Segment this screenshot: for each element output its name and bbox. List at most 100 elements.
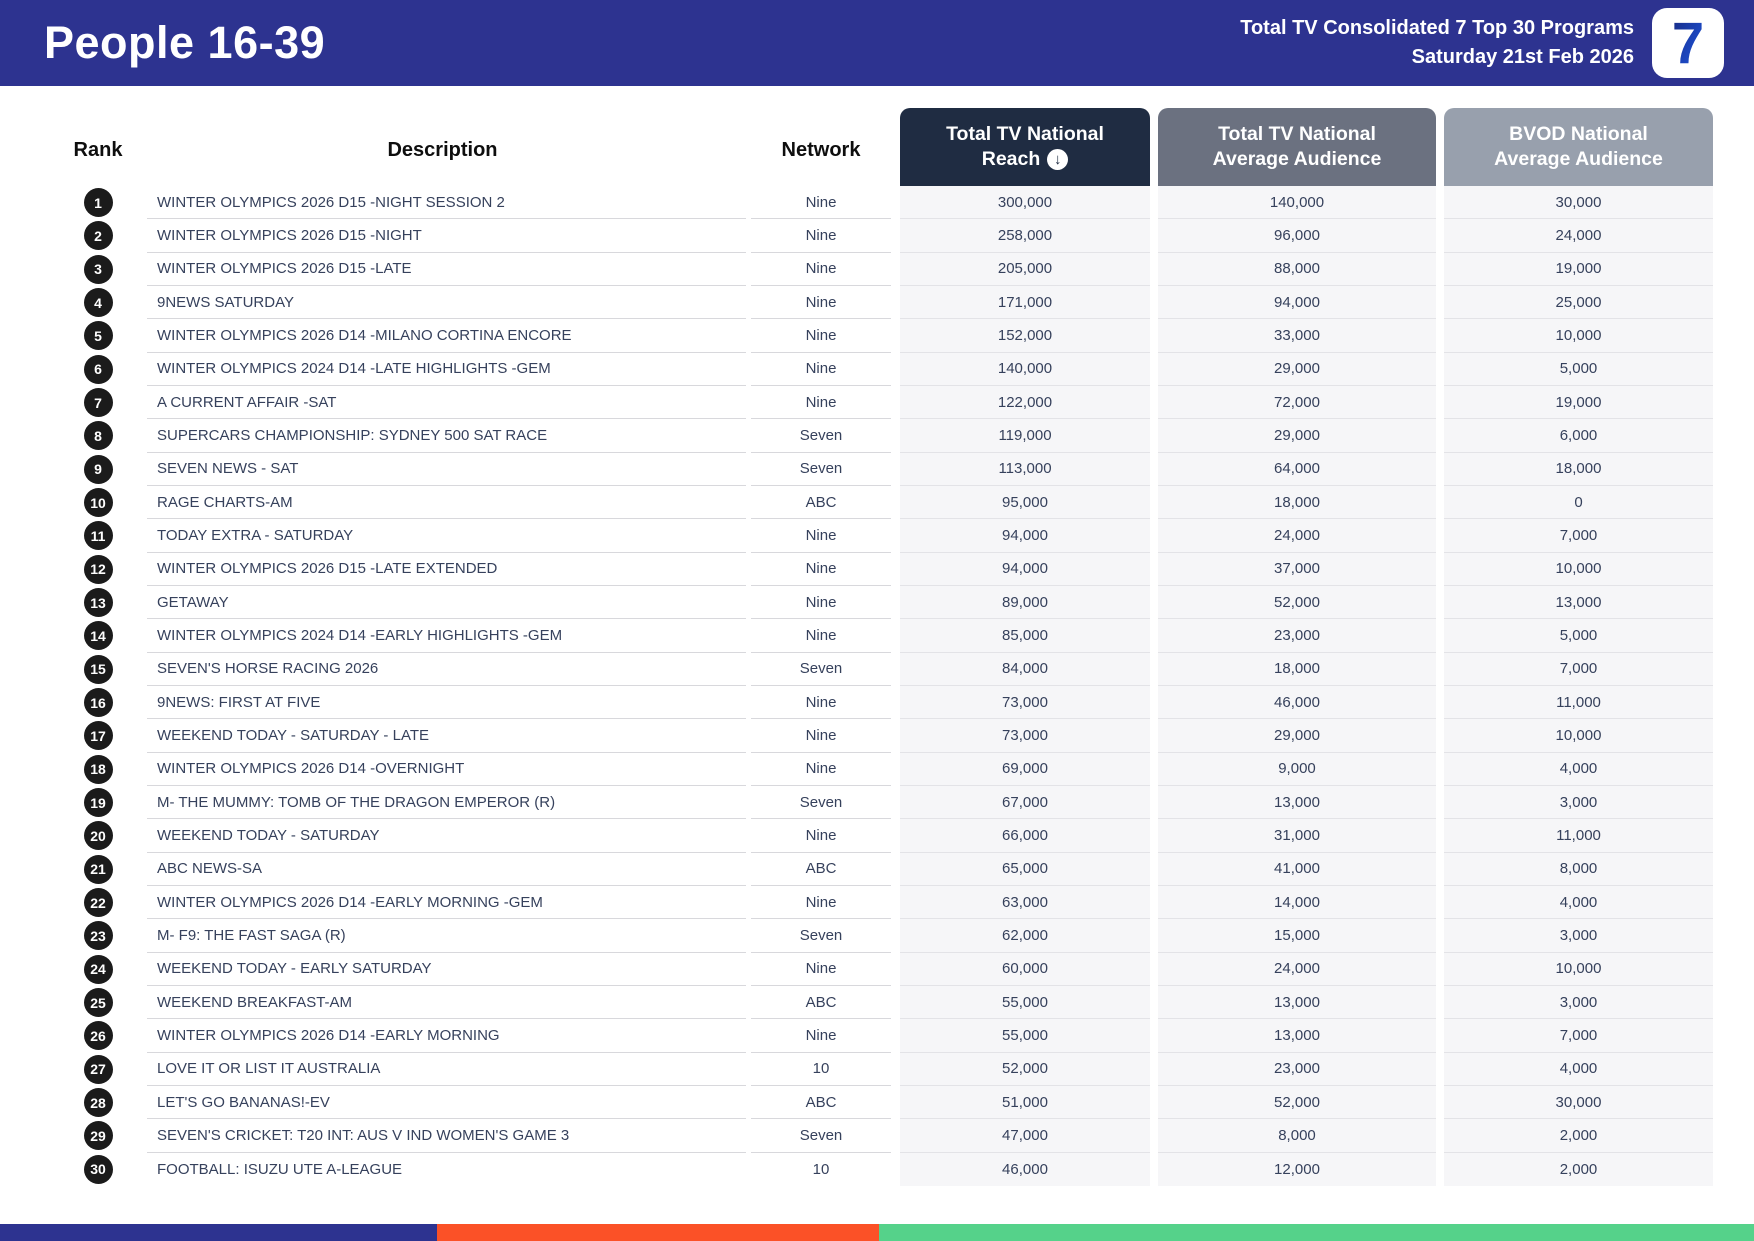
total-tv-reach-value: 51,000 bbox=[900, 1085, 1150, 1120]
network-name: ABC bbox=[751, 486, 891, 520]
total-tv-reach-value: 171,000 bbox=[900, 285, 1150, 320]
network-name: Nine bbox=[751, 253, 891, 286]
network-name: ABC bbox=[751, 853, 891, 886]
bvod-average-audience-value: 8,000 bbox=[1444, 852, 1713, 886]
rank-badge: 29 bbox=[83, 1121, 113, 1151]
rank-cell: 27 bbox=[57, 1053, 139, 1086]
rank-badge: 22 bbox=[83, 888, 113, 918]
program-description: ABC NEWS-SA bbox=[147, 853, 746, 886]
rank-badge: 2 bbox=[83, 221, 113, 251]
header-right: Total TV Consolidated 7 Top 30 Programs … bbox=[1240, 8, 1724, 78]
bvod-average-audience-value: 2,000 bbox=[1444, 1152, 1713, 1186]
total-tv-reach-value: 46,000 bbox=[900, 1152, 1150, 1186]
total-tv-average-audience-value: 94,000 bbox=[1158, 285, 1436, 320]
sort-descending-icon[interactable]: ↓ bbox=[1047, 149, 1069, 170]
column-header-network: Network bbox=[781, 139, 861, 161]
column-header-total-tv-reach[interactable]: Total TV National Reach ↓ bbox=[900, 108, 1150, 186]
total-tv-reach-value: 95,000 bbox=[900, 485, 1150, 520]
total-tv-average-audience-value: 88,000 bbox=[1158, 252, 1436, 286]
rank-cell: 21 bbox=[57, 853, 139, 886]
total-tv-reach-value: 94,000 bbox=[900, 552, 1150, 586]
rank-cell: 13 bbox=[57, 586, 139, 619]
table-row: 5 WINTER OLYMPICS 2026 D14 -MILANO CORTI… bbox=[57, 319, 1717, 353]
bvod-average-audience-value: 7,000 bbox=[1444, 519, 1713, 553]
rank-cell: 22 bbox=[57, 886, 139, 919]
total-tv-reach-value: 258,000 bbox=[900, 219, 1150, 253]
rank-cell: 28 bbox=[57, 1086, 139, 1119]
rank-cell: 11 bbox=[57, 519, 139, 552]
network-name: Nine bbox=[751, 286, 891, 320]
program-description: LET'S GO BANANAS!-EV bbox=[147, 1086, 746, 1120]
bvod-average-audience-value: 19,000 bbox=[1444, 252, 1713, 286]
bvod-average-audience-value: 30,000 bbox=[1444, 1085, 1713, 1120]
program-description: WINTER OLYMPICS 2026 D14 -OVERNIGHT bbox=[147, 753, 746, 786]
table-row: 7 A CURRENT AFFAIR -SAT Nine 122,000 72,… bbox=[57, 385, 1717, 420]
total-tv-average-audience-value: 24,000 bbox=[1158, 952, 1436, 986]
program-description: 9NEWS: FIRST AT FIVE bbox=[147, 686, 746, 720]
bvod-average-audience-value: 30,000 bbox=[1444, 186, 1713, 220]
bvod-header-line2: Average Audience bbox=[1494, 148, 1663, 170]
program-description: WINTER OLYMPICS 2026 D15 -NIGHT bbox=[147, 219, 746, 253]
report-subtitle-line1: Total TV Consolidated 7 Top 30 Programs bbox=[1240, 17, 1634, 39]
program-description: FOOTBALL: ISUZU UTE A-LEAGUE bbox=[157, 1160, 403, 1178]
program-description: A CURRENT AFFAIR -SAT bbox=[147, 386, 746, 420]
total-tv-reach-value: 62,000 bbox=[900, 919, 1150, 953]
bvod-average-audience-value: 5,000 bbox=[1444, 619, 1713, 653]
bvod-average-audience-value: 3,000 bbox=[1444, 985, 1713, 1020]
rank-badge: 3 bbox=[83, 254, 113, 284]
table-row: 8 SUPERCARS CHAMPIONSHIP: SYDNEY 500 SAT… bbox=[57, 419, 1717, 453]
total-tv-reach-value: 140,000 bbox=[900, 352, 1150, 386]
total-tv-average-audience-value: 29,000 bbox=[1158, 352, 1436, 386]
rank-badge: 14 bbox=[83, 621, 113, 651]
bvod-average-audience-value: 25,000 bbox=[1444, 285, 1713, 320]
program-description: WEEKEND TODAY - SATURDAY bbox=[147, 819, 746, 853]
total-tv-average-audience-value: 13,000 bbox=[1158, 785, 1436, 820]
program-description: SUPERCARS CHAMPIONSHIP: SYDNEY 500 SAT R… bbox=[147, 419, 746, 453]
table-row: 20 WEEKEND TODAY - SATURDAY Nine 66,000 … bbox=[57, 819, 1717, 853]
avg-header-line2: Average Audience bbox=[1212, 148, 1382, 170]
total-tv-average-audience-value: 41,000 bbox=[1158, 852, 1436, 886]
network-name: 10 bbox=[812, 1160, 830, 1178]
network-name: Nine bbox=[751, 886, 891, 920]
total-tv-reach-value: 122,000 bbox=[900, 385, 1150, 420]
table-row: 19 M- THE MUMMY: TOMB OF THE DRAGON EMPE… bbox=[57, 785, 1717, 820]
bvod-average-audience-value: 10,000 bbox=[1444, 319, 1713, 353]
table-row: 23 M- F9: THE FAST SAGA (R) Seven 62,000… bbox=[57, 919, 1717, 953]
program-description: WINTER OLYMPICS 2026 D15 -LATE EXTENDED bbox=[147, 553, 746, 586]
table-row: 30 FOOTBALL: ISUZU UTE A-LEAGUE 10 46,00… bbox=[57, 1152, 1717, 1186]
bvod-header-line1: BVOD National bbox=[1509, 123, 1648, 145]
program-description: WEEKEND TODAY - SATURDAY - LATE bbox=[147, 719, 746, 753]
total-tv-average-audience-value: 14,000 bbox=[1158, 885, 1436, 920]
page-title: People 16-39 bbox=[44, 17, 326, 68]
table-row: 12 WINTER OLYMPICS 2026 D15 -LATE EXTEND… bbox=[57, 552, 1717, 586]
total-tv-reach-value: 89,000 bbox=[900, 585, 1150, 620]
header-band: People 16-39 Total TV Consolidated 7 Top… bbox=[0, 0, 1754, 86]
table-row: 3 WINTER OLYMPICS 2026 D15 -LATE Nine 20… bbox=[57, 252, 1717, 286]
table-row: 16 9NEWS: FIRST AT FIVE Nine 73,000 46,0… bbox=[57, 685, 1717, 720]
rank-badge: 11 bbox=[83, 521, 113, 551]
rank-cell: 8 bbox=[57, 419, 139, 452]
table-row: 21 ABC NEWS-SA ABC 65,000 41,000 8,000 bbox=[57, 852, 1717, 886]
table-row: 1 WINTER OLYMPICS 2026 D15 -NIGHT SESSIO… bbox=[57, 186, 1717, 220]
network-name: 10 bbox=[751, 1053, 891, 1086]
program-description: WINTER OLYMPICS 2026 D14 -MILANO CORTINA… bbox=[147, 319, 746, 353]
table-row: 11 TODAY EXTRA - SATURDAY Nine 94,000 24… bbox=[57, 519, 1717, 553]
network-name: Nine bbox=[751, 819, 891, 853]
rank-cell: 6 bbox=[57, 353, 139, 386]
table-row: 4 9NEWS SATURDAY Nine 171,000 94,000 25,… bbox=[57, 285, 1717, 320]
network-name: Nine bbox=[751, 586, 891, 620]
program-description: LOVE IT OR LIST IT AUSTRALIA bbox=[147, 1053, 746, 1086]
total-tv-reach-value: 69,000 bbox=[900, 752, 1150, 786]
rank-badge: 26 bbox=[83, 1021, 113, 1051]
rank-badge: 16 bbox=[83, 688, 113, 718]
bvod-average-audience-value: 3,000 bbox=[1444, 785, 1713, 820]
rank-cell: 18 bbox=[57, 753, 139, 786]
rank-badge: 18 bbox=[83, 754, 113, 784]
rank-cell: 2 bbox=[57, 219, 139, 252]
total-tv-reach-value: 205,000 bbox=[900, 252, 1150, 286]
table-row: 22 WINTER OLYMPICS 2026 D14 -EARLY MORNI… bbox=[57, 885, 1717, 920]
rank-cell: 26 bbox=[57, 1019, 139, 1052]
bvod-average-audience-value: 10,000 bbox=[1444, 552, 1713, 586]
network-name: ABC bbox=[751, 986, 891, 1020]
network-name: Nine bbox=[751, 319, 891, 353]
